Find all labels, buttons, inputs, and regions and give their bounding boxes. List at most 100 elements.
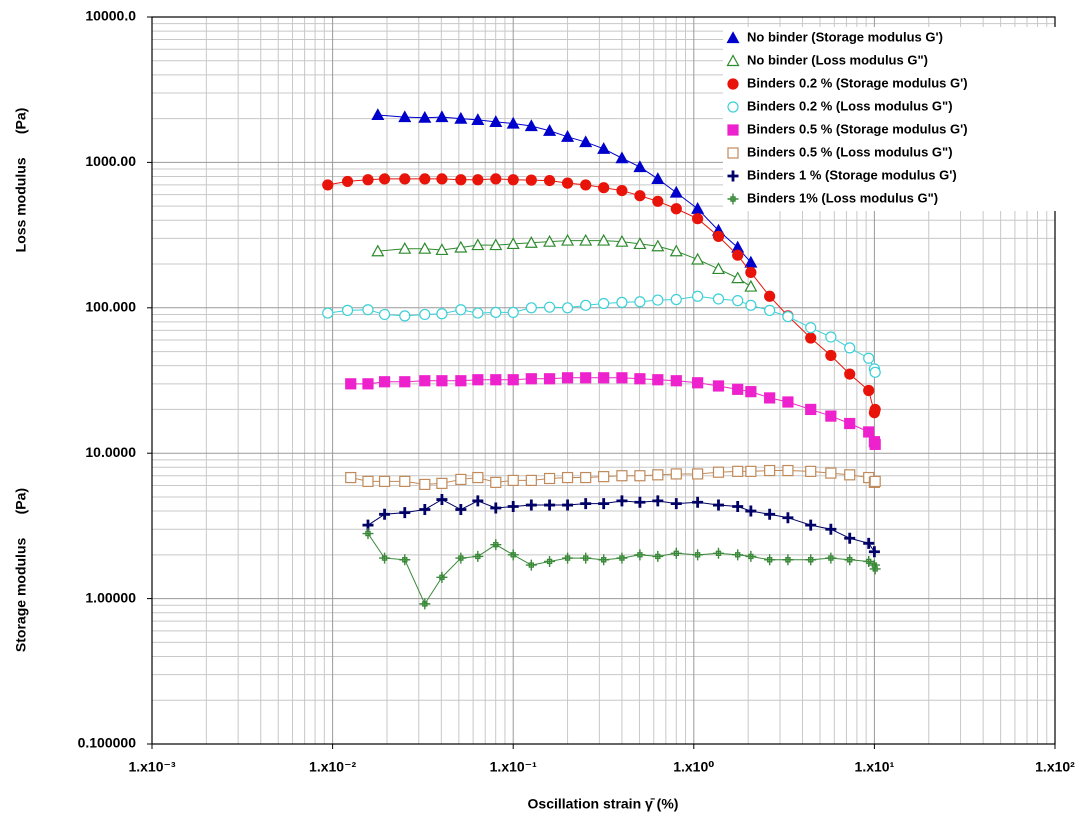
marker xyxy=(782,512,794,524)
marker xyxy=(692,290,704,302)
marker xyxy=(561,372,574,384)
marker xyxy=(764,304,776,316)
marker xyxy=(652,294,664,306)
marker xyxy=(471,238,485,251)
marker xyxy=(398,241,412,254)
marker xyxy=(362,304,374,316)
marker xyxy=(869,438,881,450)
marker xyxy=(863,426,875,438)
marker xyxy=(670,375,682,387)
marker xyxy=(670,498,682,510)
y-tick-label: 10000.0 xyxy=(85,8,136,24)
marker xyxy=(633,160,647,173)
marker xyxy=(418,241,432,254)
series xyxy=(362,494,880,558)
legend-text: Binders 1% (Loss modulus G") xyxy=(747,190,938,205)
legend: No binder (Storage modulus G') No binder … xyxy=(723,27,1063,211)
marker xyxy=(692,549,704,561)
marker xyxy=(844,554,856,566)
marker xyxy=(436,173,448,185)
marker xyxy=(543,373,556,385)
marker xyxy=(507,549,519,561)
marker xyxy=(490,476,502,488)
x-axis-label: Oscillation strain γ̄ (%) xyxy=(528,796,679,812)
marker xyxy=(782,310,794,323)
marker xyxy=(489,115,503,127)
legend-text: No binder (Loss modulus G") xyxy=(747,52,928,67)
marker xyxy=(670,547,682,559)
x-tick-label: 1.x10⁰ xyxy=(673,759,714,775)
marker xyxy=(731,271,745,284)
marker xyxy=(436,571,448,583)
legend-marker xyxy=(727,147,739,159)
marker xyxy=(615,234,629,247)
marker xyxy=(580,498,592,510)
marker xyxy=(419,308,431,321)
marker xyxy=(562,552,574,564)
marker xyxy=(598,554,610,566)
marker xyxy=(455,375,467,387)
marker xyxy=(805,403,817,416)
marker xyxy=(598,471,610,483)
x-tick-label: 1.x10⁻³ xyxy=(128,759,175,775)
marker xyxy=(362,174,374,186)
marker xyxy=(652,374,664,386)
marker xyxy=(745,550,757,562)
marker xyxy=(543,301,556,313)
marker xyxy=(507,374,519,386)
marker xyxy=(805,322,817,334)
marker xyxy=(525,373,537,385)
marker xyxy=(579,135,593,148)
marker xyxy=(844,342,856,354)
marker xyxy=(419,173,431,185)
marker xyxy=(598,297,610,310)
marker xyxy=(378,475,391,487)
marker xyxy=(844,469,856,481)
marker xyxy=(490,173,502,185)
marker xyxy=(869,403,881,416)
marker xyxy=(825,552,837,564)
marker xyxy=(868,546,880,558)
marker xyxy=(507,306,519,318)
marker xyxy=(455,473,467,486)
legend-background xyxy=(723,50,1063,73)
marker xyxy=(745,505,757,517)
marker xyxy=(435,243,449,256)
marker xyxy=(844,532,856,544)
marker xyxy=(744,279,758,292)
marker xyxy=(524,236,538,248)
marker xyxy=(472,174,484,186)
marker xyxy=(825,467,837,479)
marker xyxy=(805,554,817,566)
marker xyxy=(869,563,881,575)
marker xyxy=(825,331,837,343)
marker xyxy=(454,111,468,124)
legend-background xyxy=(723,119,1063,142)
marker xyxy=(711,262,726,275)
marker xyxy=(341,175,354,188)
marker xyxy=(472,495,484,507)
marker xyxy=(378,308,391,321)
marker xyxy=(580,471,592,484)
marker xyxy=(869,475,881,487)
marker xyxy=(634,373,646,385)
x-tick-label: 1.x10⁻¹ xyxy=(490,759,537,775)
series xyxy=(322,290,881,378)
marker xyxy=(561,302,574,314)
marker xyxy=(616,495,628,507)
marker xyxy=(764,464,776,477)
legend-marker xyxy=(726,54,740,67)
x-tick-label: 1.x10⁻² xyxy=(309,759,356,775)
marker xyxy=(399,554,411,566)
marker xyxy=(863,384,875,397)
marker xyxy=(669,185,683,198)
marker xyxy=(652,550,664,562)
marker xyxy=(633,237,647,250)
marker xyxy=(579,233,593,246)
marker xyxy=(506,116,520,129)
marker xyxy=(745,299,757,311)
x-tick-label: 1.x10² xyxy=(1035,759,1075,775)
marker xyxy=(507,500,519,512)
marker xyxy=(732,500,744,512)
marker xyxy=(712,499,724,511)
